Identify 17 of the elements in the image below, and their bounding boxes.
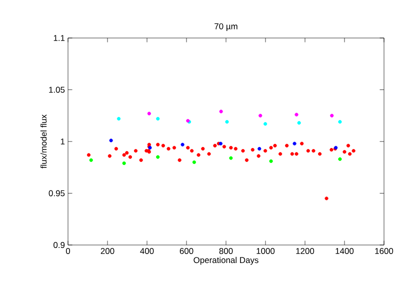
- x-tick-label: 1000: [256, 248, 275, 254]
- y-tick-label: 1.05: [49, 86, 65, 93]
- x-axis-title: Operational Days: [194, 256, 258, 265]
- y-tick-label: 1.1: [54, 35, 65, 41]
- y-axis-title: flux/model flux: [40, 114, 47, 168]
- chart-title: 70 µm: [214, 23, 238, 31]
- y-tick-label: 0.95: [48, 190, 65, 196]
- x-tick-label: 600: [180, 248, 194, 254]
- y-tick-label: 0.9: [54, 242, 65, 248]
- x-tick-label: 800: [219, 248, 233, 254]
- x-tick-label: 1400: [336, 248, 354, 254]
- x-tick-label: 200: [100, 248, 114, 254]
- x-tick-label: 1600: [375, 248, 394, 254]
- x-tick-label: 1200: [296, 248, 314, 254]
- x-tick-label: 400: [140, 248, 154, 254]
- x-tick-label: 0: [66, 248, 70, 254]
- y-tick-label: 1: [60, 138, 65, 144]
